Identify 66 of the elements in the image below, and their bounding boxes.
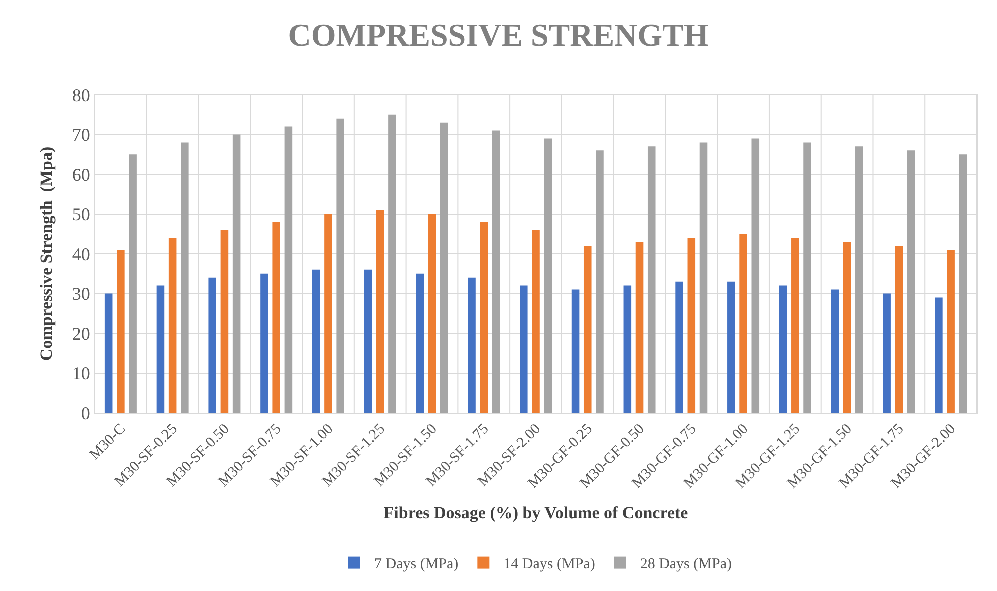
y-tick-label: 40	[72, 244, 90, 264]
y-tick-label: 0	[81, 403, 90, 424]
bar	[752, 138, 760, 413]
bar	[728, 282, 736, 413]
y-tick-label: 50	[72, 204, 90, 225]
bar	[181, 142, 189, 413]
bar	[220, 230, 229, 413]
y-tick-label: 10	[72, 364, 90, 384]
bar	[596, 150, 604, 413]
bar	[700, 142, 708, 413]
bar	[117, 250, 125, 413]
bar	[480, 222, 488, 413]
bar	[572, 290, 580, 413]
bar	[440, 122, 448, 413]
bar	[532, 230, 540, 413]
legend-label: 28 Days (MPa)	[640, 556, 732, 573]
bar	[624, 286, 632, 413]
y-axis-title: Compressive Strength (Mpa)	[36, 146, 56, 362]
legend-label: 14 Days (MPa)	[504, 556, 596, 573]
bar	[544, 138, 552, 413]
bar	[104, 294, 113, 413]
bar	[740, 234, 748, 413]
bar	[156, 286, 165, 413]
y-tick-label: 80	[72, 85, 90, 106]
y-tick-label: 30	[72, 284, 90, 304]
bar	[584, 246, 592, 413]
bar	[376, 210, 384, 413]
bar	[895, 246, 904, 413]
bar	[856, 146, 864, 413]
bar	[843, 242, 852, 413]
bar	[272, 222, 280, 413]
bar	[168, 238, 177, 413]
bar	[676, 282, 684, 413]
bar	[416, 274, 424, 413]
bar	[648, 146, 656, 413]
y-tick-label: 70	[72, 125, 90, 146]
bar	[492, 130, 500, 413]
bar	[260, 274, 268, 413]
bar	[792, 238, 800, 413]
bar	[883, 294, 891, 413]
chart-title: COMPRESSIVE STRENGTH	[288, 17, 709, 54]
bar	[520, 286, 528, 413]
y-tick-label: 20	[72, 324, 90, 344]
legend-label: 7 Days (MPa)	[374, 556, 459, 573]
bar	[907, 150, 916, 413]
y-tick-label: 60	[72, 164, 90, 185]
bar	[388, 114, 396, 413]
bar	[284, 126, 293, 413]
bar	[636, 242, 644, 413]
bar	[324, 214, 332, 413]
bar	[364, 270, 372, 413]
bar	[428, 214, 436, 413]
bar	[208, 278, 216, 413]
x-axis-title: Fibres Dosage (%) by Volume of Concrete	[384, 503, 689, 522]
bar	[831, 290, 840, 413]
bar	[959, 154, 968, 413]
bar	[129, 154, 137, 413]
bar	[232, 134, 241, 413]
bar	[804, 142, 812, 413]
bar	[779, 286, 788, 413]
bar	[935, 298, 943, 413]
bar	[312, 270, 320, 413]
bar	[336, 118, 344, 413]
bar	[688, 238, 696, 413]
bar	[468, 278, 476, 413]
bar	[947, 250, 955, 413]
